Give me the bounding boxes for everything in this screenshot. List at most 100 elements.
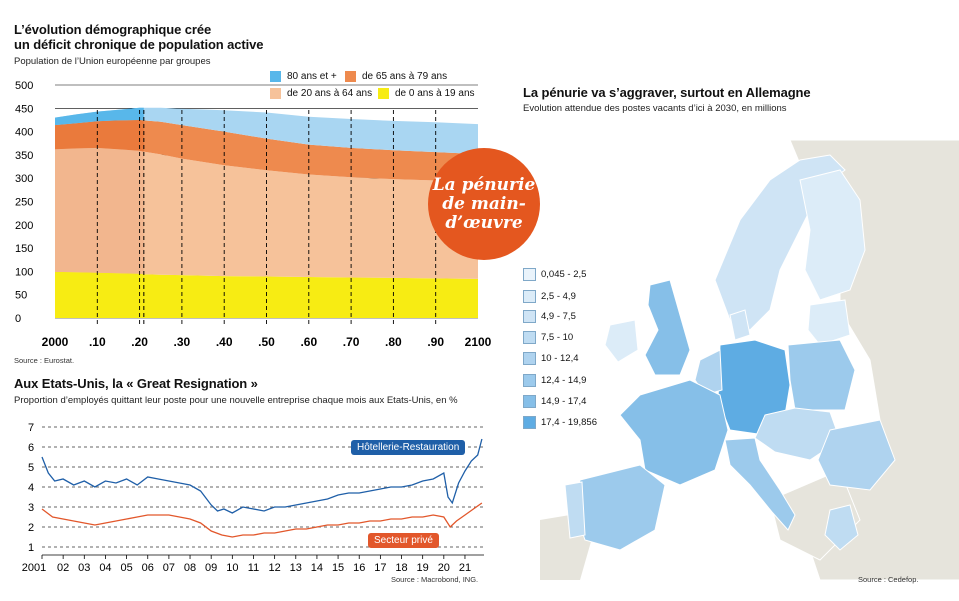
area-historical-0 — [55, 271, 144, 318]
map-legend-label: 0,045 - 2,5 — [541, 269, 587, 280]
y-tick-label: 100 — [15, 266, 33, 278]
x-tick-label: 19 — [417, 562, 429, 574]
x-tick-label: 18 — [395, 562, 407, 574]
map-poland — [787, 339, 856, 411]
x-tick-label: 13 — [290, 562, 302, 574]
y-tick-label: 0 — [15, 313, 21, 325]
map-legend-7: 14,9 - 17,4 — [523, 395, 586, 408]
line-h-tellerie-restauration — [41, 438, 483, 514]
x-tick-label: .40 — [216, 335, 233, 349]
area-historical-3 — [55, 107, 144, 126]
map-legend-label: 4,9 - 7,5 — [541, 311, 576, 322]
map-subtitle: Evolution attendue des postes vacants d’… — [523, 103, 787, 114]
y-tick-label: 300 — [15, 173, 33, 185]
x-tick-label: .80 — [385, 335, 402, 349]
legend-swatch — [270, 88, 281, 99]
x-tick-label: 17 — [374, 562, 386, 574]
x-tick-label: .20 — [131, 335, 148, 349]
x-tick-label: .10 — [89, 335, 106, 349]
map-legend-swatch — [523, 310, 536, 323]
us-source: Source : Macrobond, ING. — [391, 575, 479, 584]
map-legend-label: 2,5 - 4,9 — [541, 291, 576, 302]
map-legend-label: 17,4 - 19,856 — [541, 417, 597, 428]
x-tick-label: 16 — [353, 562, 365, 574]
legend-0-19: de 0 ans à 19 ans — [378, 88, 475, 99]
legend-20-64: de 20 ans à 64 ans — [270, 88, 372, 99]
x-tick-label: 21 — [459, 562, 471, 574]
map-legend-4: 7,5 - 10 — [523, 331, 573, 344]
map-legend-2: 2,5 - 4,9 — [523, 290, 576, 303]
y-tick-label: 350 — [15, 150, 33, 162]
x-tick-label: 02 — [57, 562, 69, 574]
x-tick-label: 08 — [184, 562, 196, 574]
legend-label: de 20 ans à 64 ans — [287, 88, 373, 99]
x-tick-label: 10 — [226, 562, 238, 574]
map-legend-swatch — [523, 352, 536, 365]
legend-label: 80 ans et + — [287, 71, 337, 82]
population-subtitle: Population de l’Union européenne par gro… — [14, 56, 211, 67]
map-france — [619, 379, 729, 486]
map-greece — [824, 504, 859, 551]
map-legend-8: 17,4 - 19,856 — [523, 416, 597, 429]
legend-label: de 65 ans à 79 ans — [362, 71, 448, 82]
shortage-badge: La pénurie de main- d’œuvre — [428, 148, 540, 260]
y-tick-label: 6 — [28, 442, 34, 454]
badge-line2: de main- — [442, 193, 526, 214]
map-legend-label: 7,5 - 10 — [541, 332, 574, 343]
legend-swatch — [378, 88, 389, 99]
y-tick-label: 400 — [15, 127, 33, 139]
population-area-chart: 0 50 100 150 200 250 300 350 400 450 500 2000 .10 .20… — [15, 80, 492, 349]
x-tick-label: 11 — [248, 562, 259, 574]
map-legend-swatch — [523, 290, 536, 303]
map-legend-1: 0,045 - 2,5 — [523, 268, 586, 281]
map-portugal — [564, 481, 586, 539]
map-legend-5: 10 - 12,4 — [523, 352, 579, 365]
map-legend-label: 10 - 12,4 — [541, 353, 579, 364]
map-ireland — [604, 319, 639, 363]
population-title-line2: un déficit chronique de population activ… — [14, 37, 264, 52]
map-legend-6: 12,4 - 14,9 — [523, 374, 586, 387]
population-title-line1: L’évolution démographique crée — [14, 22, 212, 37]
x-tick-label: 12 — [269, 562, 281, 574]
x-tick-label: 07 — [163, 562, 175, 574]
population-chart-title: L’évolution démographique crée un défici… — [14, 22, 264, 52]
y-tick-label: 3 — [28, 502, 34, 514]
map-legend-swatch — [523, 395, 536, 408]
us-chart-title: Aux Etats-Unis, la « Great Resignation » — [14, 376, 258, 391]
x-tick-label: 14 — [311, 562, 323, 574]
y-tick-label: 50 — [15, 290, 27, 302]
legend-swatch — [270, 71, 281, 82]
map-italy — [724, 437, 796, 531]
x-tick-label: .90 — [427, 335, 444, 349]
y-tick-label: 450 — [15, 103, 33, 115]
x-tick-label: 15 — [332, 562, 344, 574]
badge-line3: d’œuvre — [445, 212, 523, 233]
x-tick-label: .70 — [343, 335, 360, 349]
x-tick-label: 2100 — [465, 335, 492, 349]
y-tick-label: 1 — [28, 542, 34, 554]
map-denmark — [729, 309, 751, 341]
y-tick-label: 500 — [15, 80, 33, 92]
legend-swatch — [345, 71, 356, 82]
legend-65-79: de 65 ans à 79 ans — [345, 71, 447, 82]
us-subtitle: Proportion d’employés quittant leur post… — [14, 395, 458, 406]
map-spain — [574, 464, 666, 551]
y-tick-label: 7 — [28, 422, 34, 434]
x-tick-label: .60 — [300, 335, 317, 349]
hotel-series-label: Hôtellerie-Restauration — [351, 440, 466, 455]
map-title: La pénurie va s’aggraver, surtout en All… — [523, 85, 811, 100]
map-legend-label: 12,4 - 14,9 — [541, 375, 587, 386]
area-de-20-ans-64-ans — [55, 147, 478, 279]
x-tick-label: 2000 — [42, 335, 69, 349]
y-tick-label: 2 — [28, 522, 34, 534]
private-series-label: Secteur privé — [368, 533, 439, 548]
x-tick-label: 2001 — [22, 562, 46, 574]
x-tick-label: 20 — [438, 562, 450, 574]
area-de-65-ans-79-ans — [55, 120, 478, 182]
map-baltics — [807, 299, 851, 346]
map-legend-swatch — [523, 374, 536, 387]
map-finland — [799, 169, 866, 301]
map-legend-swatch — [523, 331, 536, 344]
legend-80-plus: 80 ans et + — [270, 71, 337, 82]
